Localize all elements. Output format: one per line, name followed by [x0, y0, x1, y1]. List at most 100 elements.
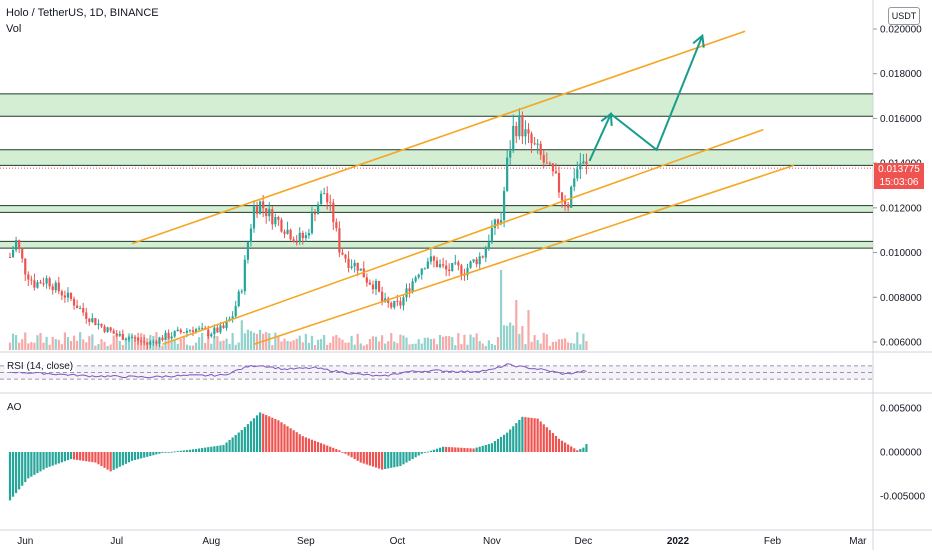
volume-bar [27, 343, 30, 350]
volume-bar [280, 341, 283, 350]
candle-body [274, 217, 277, 225]
volume-bar [542, 332, 545, 350]
ao-bar [460, 447, 463, 452]
price-tick-label: 0.018000 [880, 69, 922, 80]
drawings[interactable] [131, 30, 795, 345]
volume-bar [246, 329, 249, 350]
volume-bar [249, 330, 253, 350]
candle-body [469, 261, 472, 268]
ao-bar [564, 442, 567, 452]
candle-body [85, 312, 88, 319]
ao-bar [69, 452, 73, 460]
candle-body [509, 150, 512, 158]
candle-body [48, 278, 51, 287]
candle-body [240, 291, 243, 293]
volume-bar [533, 335, 536, 350]
candle-body [259, 201, 262, 214]
volume-bar [539, 343, 542, 350]
price-tick-label: 0.006000 [880, 338, 922, 349]
ao-bar [234, 434, 237, 452]
ao-bar [182, 450, 185, 452]
volume-bars [8, 270, 588, 350]
candle-body [60, 291, 63, 296]
ao-bar [140, 452, 143, 459]
candle-body [576, 169, 579, 179]
candle-body [185, 330, 188, 333]
volume-bar [240, 320, 243, 350]
candle-body [408, 288, 411, 292]
ao-bar [45, 452, 48, 468]
candle-body [42, 283, 45, 285]
volume-bar [527, 310, 530, 350]
sr-zone [0, 205, 873, 213]
candle-body [484, 248, 487, 258]
volume-bar [103, 341, 106, 350]
volume-bar [393, 341, 396, 350]
candle-body [545, 162, 548, 164]
time-tick-label: Jun [17, 536, 33, 547]
volume-bar [554, 341, 558, 350]
candle-body [506, 157, 509, 191]
ao-bar [329, 446, 332, 452]
candle-body [344, 254, 347, 259]
ao-bar [124, 452, 127, 464]
ao-bar [362, 452, 365, 464]
volume-bar [109, 344, 112, 350]
candle-body [188, 330, 192, 332]
ao-bar [91, 452, 94, 463]
ao-bar [377, 452, 381, 469]
ao-bar [445, 446, 448, 452]
ao-bar [527, 417, 530, 452]
ao-bar [15, 452, 18, 494]
candle-body [82, 308, 85, 313]
volume-bar [399, 334, 402, 350]
volume-bar [567, 342, 570, 350]
candle-body [420, 268, 423, 275]
ao-bar [225, 442, 228, 452]
volume-bar [460, 344, 463, 350]
ao-bar [399, 452, 402, 467]
currency-button[interactable]: USDT [888, 7, 920, 25]
volume-bar [201, 332, 204, 350]
ao-bar [307, 438, 310, 452]
ao-bar [24, 452, 27, 483]
volume-bar [390, 333, 393, 350]
candle-body [396, 300, 399, 302]
ao-bar [210, 446, 213, 452]
candle-body [115, 333, 118, 336]
ao-bar [356, 452, 359, 461]
candle-body [289, 229, 292, 240]
candle-body [570, 186, 573, 208]
candle-body [255, 206, 259, 214]
candle-body [243, 259, 246, 292]
ao-bar [472, 448, 475, 452]
ao-bar [384, 452, 387, 470]
volume-bar [204, 343, 207, 350]
volume-bar [60, 344, 63, 350]
volume-bar [225, 338, 228, 350]
ao-bar [393, 452, 396, 468]
candle-body [359, 268, 362, 271]
ao-bar [298, 434, 301, 452]
ao-bar [381, 452, 384, 470]
ao-bar [188, 449, 192, 452]
volume-bar [417, 339, 420, 350]
candle-body [201, 327, 204, 329]
time-tick-label: Mar [849, 536, 867, 547]
volume-bar [551, 341, 554, 350]
ao-bar [137, 452, 140, 460]
candle-body [521, 115, 524, 137]
ao-bar [316, 442, 320, 452]
volume-bar [338, 337, 341, 350]
candle-body [72, 298, 76, 306]
volume-bar [585, 341, 588, 350]
volume-bar [82, 339, 85, 350]
ao-bar [557, 438, 561, 452]
ao-bar [259, 412, 262, 452]
volume-bar [185, 344, 188, 350]
ao-bar [18, 452, 21, 490]
sr-zone [0, 149, 873, 166]
candle-body [88, 318, 91, 322]
